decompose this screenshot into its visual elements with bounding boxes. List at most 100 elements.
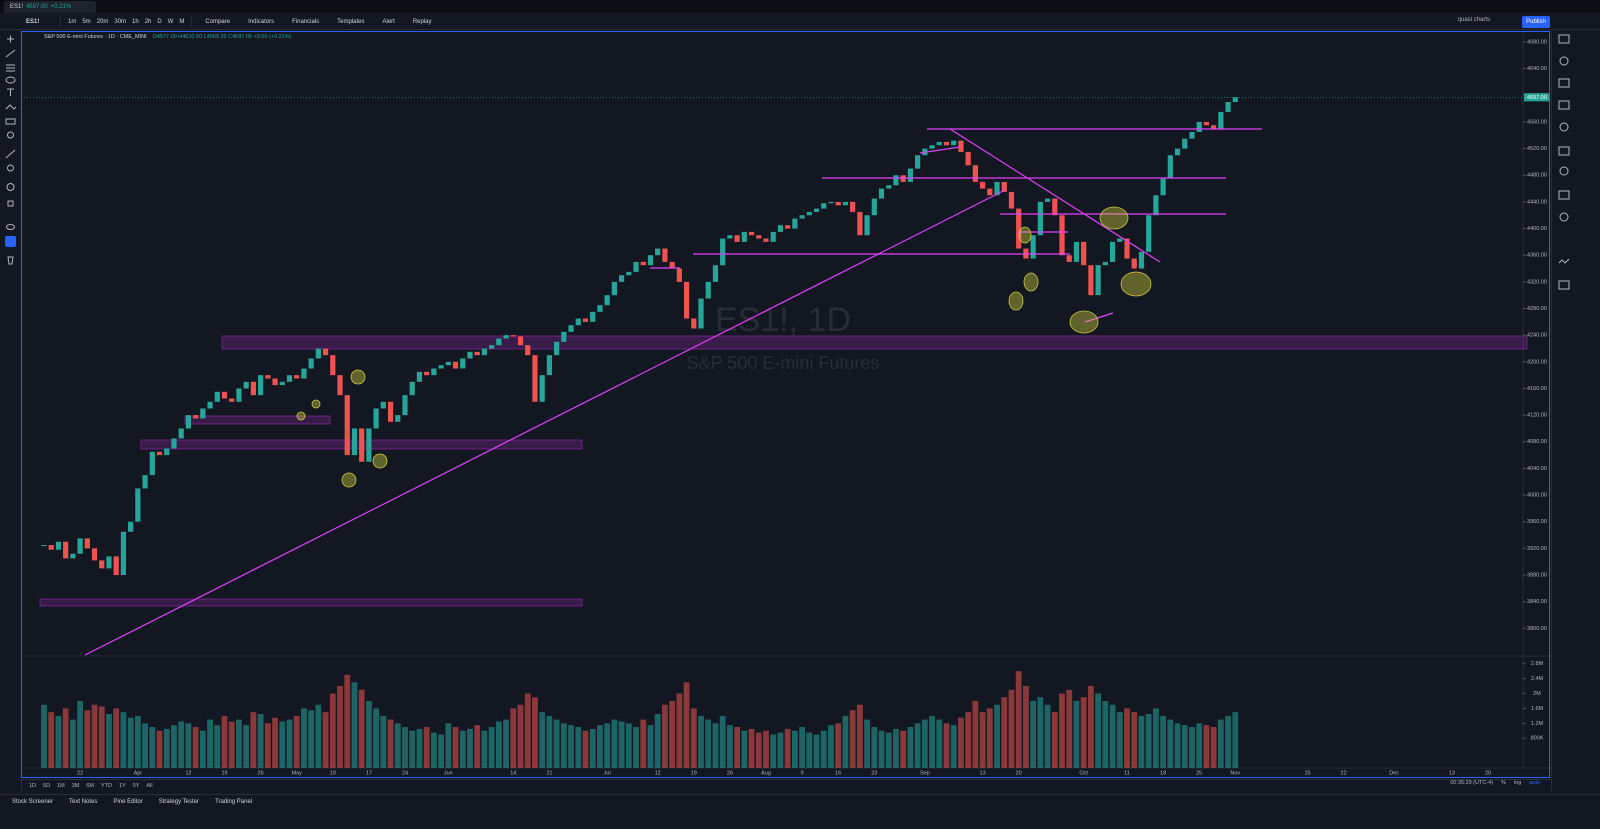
ideas-button[interactable] — [1558, 146, 1570, 156]
range-button[interactable]: 5D — [43, 782, 51, 789]
volume-bar — [301, 708, 307, 768]
layout-name[interactable]: quasi charts — [1457, 17, 1490, 23]
x-tick-label: 23 — [871, 770, 877, 776]
range-button[interactable]: YTD — [100, 782, 112, 789]
log-toggle[interactable]: log — [1513, 780, 1522, 786]
volume-bar — [178, 721, 185, 768]
alerts-button[interactable] — [1559, 56, 1569, 66]
range-button[interactable]: 1M — [57, 782, 65, 789]
toolbar-button[interactable]: Financials — [292, 18, 320, 25]
y-tick-label: 3880.00 — [1527, 572, 1547, 578]
percent-toggle[interactable]: % — [1501, 780, 1506, 786]
prediction-tool[interactable] — [5, 118, 16, 125]
range-button[interactable]: 6M — [86, 782, 94, 789]
interval-button[interactable]: W — [167, 18, 174, 25]
watchlist-button[interactable] — [1558, 34, 1570, 44]
volume-bar — [1008, 689, 1015, 768]
highlight — [296, 411, 306, 421]
interval-button[interactable]: 1h — [132, 18, 139, 25]
toolbar-button[interactable]: Replay — [412, 18, 432, 25]
volume-bar — [236, 719, 242, 768]
trendline-tool[interactable] — [5, 49, 16, 58]
data-window-button[interactable] — [1558, 78, 1570, 88]
candle — [301, 368, 307, 379]
legend-ohlc: O4577.00 H4610.50 L4569.25 C4597.00 +9.5… — [152, 34, 292, 40]
volume-bar — [546, 715, 553, 768]
notifications-button[interactable] — [1559, 212, 1569, 222]
volume-bar — [921, 719, 928, 768]
magnet-tool[interactable] — [6, 183, 15, 191]
legend-symbol[interactable]: S&P 500 E-mini Futures · 1D · CME_MINI — [44, 34, 147, 40]
candle — [698, 298, 704, 329]
active-tool[interactable] — [5, 236, 16, 247]
interval-button[interactable]: 30m — [114, 18, 127, 25]
toolbar-button[interactable]: Templates — [337, 18, 365, 25]
volume-bar — [1037, 697, 1044, 768]
hotlist-button[interactable] — [1558, 100, 1570, 110]
text-tool[interactable] — [7, 88, 14, 96]
volume-tick-label: 2M — [1533, 691, 1541, 697]
candle — [77, 538, 83, 554]
remove-tool[interactable] — [7, 256, 14, 265]
streams-button[interactable] — [1558, 190, 1570, 200]
screener-button[interactable] — [1558, 258, 1570, 264]
interval-button[interactable]: M — [179, 18, 185, 25]
panel-tab[interactable]: Trading Panel — [215, 799, 253, 805]
browser-tab-row: ES1! 4597.00 +0.21% — [0, 0, 1600, 13]
volume-bar — [625, 723, 632, 768]
interval-button[interactable]: 1m — [68, 18, 77, 25]
x-tick-label: Aug — [761, 770, 771, 776]
highlight — [1018, 226, 1032, 244]
separator — [60, 16, 61, 27]
candle — [821, 203, 827, 209]
shape-tool[interactable] — [5, 76, 16, 84]
candle — [1059, 215, 1065, 256]
zoom-tool[interactable] — [7, 164, 14, 172]
fib-tool[interactable] — [6, 64, 15, 72]
candle — [1174, 148, 1181, 156]
panel-tab[interactable]: Stock Screener — [12, 799, 54, 805]
range-button[interactable]: 3M — [71, 782, 80, 789]
icon-tool[interactable] — [7, 131, 14, 139]
range-button[interactable]: 1Y — [118, 782, 126, 789]
volume-bar — [1232, 712, 1239, 768]
tab-price: 4597.00 — [26, 4, 48, 10]
range-button[interactable]: All — [146, 782, 153, 789]
candle — [452, 361, 459, 369]
toolbar-button[interactable]: Indicators — [248, 18, 275, 25]
chart: ES1!, 1D S&P 500 E-mini Futures 3800.00 3… — [21, 31, 1550, 779]
visibility-tool[interactable] — [6, 224, 15, 230]
panel-tab[interactable]: Text Notes — [69, 799, 98, 805]
calendar-button[interactable] — [1559, 122, 1569, 132]
x-tick-label: 10 — [330, 770, 336, 776]
volume-bar — [127, 717, 134, 768]
lock-tool[interactable] — [7, 200, 14, 207]
last-price-badge — [1524, 93, 1549, 102]
calculator-button[interactable] — [1558, 280, 1570, 290]
candle — [48, 545, 54, 550]
browser-tab[interactable]: ES1! 4597.00 +0.21% — [4, 1, 96, 13]
interval-button[interactable]: 20m — [96, 18, 109, 25]
chat-button[interactable] — [1559, 166, 1569, 176]
x-tick-label: 15 — [1304, 770, 1310, 776]
panel-tab[interactable]: Pine Editor — [113, 799, 143, 805]
volume-tick-label: 1.6M — [1531, 706, 1544, 712]
volume-bar — [380, 715, 387, 768]
interval-button[interactable]: 2h — [144, 18, 152, 25]
panel-tab[interactable]: Strategy Tester — [158, 799, 199, 805]
volume-bar — [965, 712, 972, 768]
x-tick-label: 19 — [691, 770, 697, 776]
interval-button[interactable]: 5m — [82, 18, 91, 25]
pattern-tool[interactable] — [5, 104, 17, 110]
volume-bar — [1095, 693, 1102, 768]
crosshair-tool[interactable] — [7, 35, 14, 43]
interval-button[interactable]: D — [157, 18, 162, 25]
auto-toggle[interactable]: auto — [1529, 780, 1540, 786]
toolbar-button[interactable]: Compare — [205, 18, 231, 25]
range-button[interactable]: 5Y — [132, 782, 140, 789]
toolbar-button[interactable]: Alert — [382, 18, 395, 25]
publish-button[interactable]: Publish — [1522, 16, 1550, 28]
measure-tool[interactable] — [5, 149, 16, 159]
symbol-search[interactable]: ES1! — [26, 18, 40, 25]
range-button[interactable]: 1D — [29, 782, 37, 789]
